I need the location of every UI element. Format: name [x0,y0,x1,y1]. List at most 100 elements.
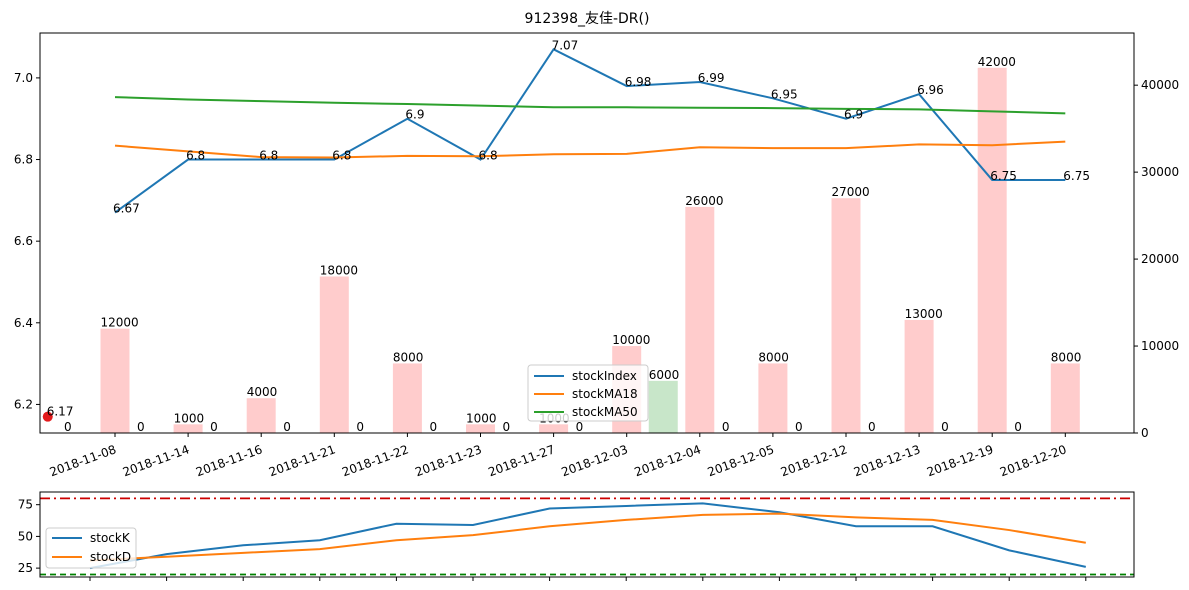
x-tick-label: 2018-12-04 [633,442,703,479]
volume-bar-label: 1000 [174,411,205,425]
volume-bar-label: 6000 [649,368,680,382]
volume-bar [539,424,569,433]
kd-y-tick-label: 50 [18,529,33,543]
kd-y-axis: 25 50 75 [18,498,40,575]
x-tick-label: 2018-11-08 [48,442,118,479]
main-legend: stockIndex stockMA18 stockMA50 [527,364,649,422]
volume-bar [246,398,276,433]
kd-y-tick-label: 25 [18,561,33,575]
kd-chart: 25 50 75 stockK stockD [18,491,1135,581]
volume-bar-label: 0 [722,420,730,434]
x-tick-label: 2018-12-03 [559,442,629,479]
price-point-label: 6.9 [844,108,863,122]
legend-label: stockIndex [572,369,637,383]
x-tick-label: 2018-11-22 [340,442,410,479]
legend-box [527,364,649,422]
volume-bar-label: 0 [503,420,511,434]
volume-bar-label: 26000 [685,194,723,208]
y2-tick-label: 20000 [1141,252,1179,266]
price-point-label: 6.8 [259,149,278,163]
price-point-label: 6.99 [698,71,725,85]
kd-legend: stockK stockD [45,527,137,569]
kd-lines [89,502,1087,570]
y2-tick-label: 0 [1141,426,1149,440]
x-tick-label: 2018-11-21 [267,442,337,479]
chart-title: 912398_友佳-DR() [525,11,650,27]
series-line-stockMA50 [114,96,1066,115]
y2-tick-label: 40000 [1141,78,1179,92]
series-line-stockIndex [114,48,1066,214]
volume-bar-label: 1000 [466,411,497,425]
kd-x-axis [89,577,1087,581]
price-point-labels: 6.67 6.8 6.8 6.8 6.9 6.8 7.07 6.98 6.99 6.95 6.9 6.… [113,38,1090,215]
kd-y-tick-label: 75 [18,498,33,512]
volume-bar [319,276,349,433]
price-point-label: 7.07 [552,38,579,52]
volume-bar [1050,363,1080,433]
price-point-label: 6.8 [186,149,205,163]
y2-tick-label: 10000 [1141,339,1179,353]
volume-bar [685,206,715,433]
series-line-stockD [89,512,1086,562]
x-tick-label: 2018-12-05 [706,442,776,479]
volume-bar-label: 8000 [758,350,789,364]
volume-bar-label: 8000 [1051,350,1082,364]
volume-bar [977,67,1007,434]
price-point-label: 6.75 [1063,169,1090,183]
price-point-label: 6.9 [405,108,424,122]
volume-bar-label: 0 [283,420,291,434]
x-axis: 2018-11-08 2018-11-14 2018-11-16 2018-11-21… [48,433,1068,479]
volume-bar-label: 0 [210,420,218,434]
volume-bar-label: 0 [429,420,437,434]
x-tick-label: 2018-11-27 [486,442,556,479]
y-tick-label: 6.4 [14,316,33,330]
volume-bar-label: 13000 [905,307,943,321]
volume-bar-label: 0 [576,420,584,434]
volume-bar-label: 42000 [978,55,1016,69]
x-tick-label: 2018-12-12 [779,442,849,479]
volume-bar-label: 0 [356,420,364,434]
series-line-stockK [89,502,1087,570]
volume-bar [392,363,422,433]
price-point-label: 6.67 [113,202,140,216]
right-y-axis: 0 10000 20000 30000 40000 [1134,78,1179,440]
series-line-stockMA18 [114,140,1066,159]
left-y-axis: 6.2 6.4 6.6 6.8 7.0 [14,71,40,411]
price-point-label: 6.8 [332,149,351,163]
kd-legend-label: stockK [90,531,131,545]
start-marker-dot [42,411,53,422]
start-marker-label: 6.17 [47,405,74,419]
volume-bar-label: 0 [64,420,72,434]
y-tick-label: 6.8 [14,153,33,167]
volume-bar [648,380,678,433]
price-point-label: 6.96 [917,83,944,97]
volume-bar [466,424,495,433]
x-tick-label: 2018-12-19 [925,442,995,479]
kd-legend-label: stockD [90,550,131,564]
volume-bar-label: 0 [941,420,949,434]
main-chart: 912398_友佳-DR() 1200001000040000180000800… [14,11,1179,479]
volume-bar-label: 8000 [393,350,424,364]
volume-bar [173,424,203,433]
main-chart-frame [39,32,1135,434]
volume-bar [758,363,788,433]
price-point-label: 6.95 [771,87,798,101]
volume-bar-label: 0 [868,420,876,434]
volume-bar-label: 27000 [832,185,870,199]
volume-bar [904,319,934,433]
price-point-label: 6.75 [990,169,1017,183]
y2-tick-label: 30000 [1141,165,1179,179]
volume-bar-label: 10000 [612,333,650,347]
volume-bar-label: 4000 [247,385,278,399]
price-lines [114,48,1066,214]
volume-bar-labels: 1200001000040000180000800001000010000100… [64,55,1081,434]
y-tick-label: 6.2 [14,397,33,411]
volume-bar [831,198,861,433]
start-marker: 6.17 [42,405,74,422]
price-point-label: 6.98 [625,75,652,89]
x-tick-label: 2018-12-20 [998,442,1068,479]
volume-bar-label: 0 [795,420,803,434]
price-point-label: 6.8 [479,149,498,163]
